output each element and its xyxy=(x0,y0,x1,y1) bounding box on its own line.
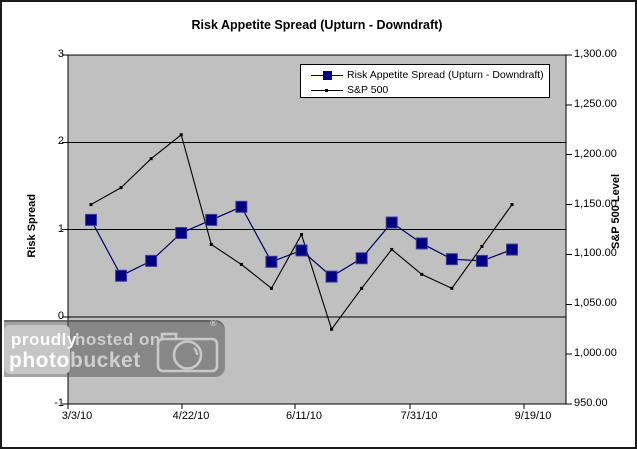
left-axis-tick-label: 2 xyxy=(57,135,64,148)
right-axis-tick-label: 1,300.00 xyxy=(574,48,617,60)
x-axis-tick-label: 9/19/10 xyxy=(514,410,552,422)
x-axis-tick-label: 6/11/10 xyxy=(286,410,322,422)
legend-item-risk-spread: Risk Appetite Spread (Upturn - Downdraft… xyxy=(311,67,549,82)
right-axis-tick-label: 1,100.00 xyxy=(574,247,617,260)
right-axis-tick-label: 1,000.00 xyxy=(574,347,617,360)
right-axis-tick-label: 1,050.00 xyxy=(574,297,617,310)
registered-trademark-icon: ® xyxy=(210,318,217,328)
right-axis-tick-label: 950.00 xyxy=(574,397,608,409)
camera-icon xyxy=(156,332,219,373)
x-axis-tick-label: 3/3/10 xyxy=(61,410,93,422)
x-axis-tick-label: 7/31/10 xyxy=(400,410,438,422)
watermark-word-photo: photo xyxy=(9,349,70,372)
watermark-word-hosted-on: hosted on xyxy=(75,330,161,349)
watermark-word-proudly: proudly xyxy=(11,330,77,349)
right-axis-tick-label: 1,250.00 xyxy=(574,97,617,110)
legend-label: Risk Appetite Spread (Upturn - Downdraft… xyxy=(347,68,544,81)
right-axis-tick-label: 1,200.00 xyxy=(574,147,617,160)
legend: Risk Appetite Spread (Upturn - Downdraft… xyxy=(300,64,550,98)
legend-item-sp500: S&P 500 xyxy=(311,82,549,97)
navy-square-line-marker-icon xyxy=(311,69,343,81)
legend-label: S&P 500 xyxy=(347,83,389,96)
x-axis-tick-label: 4/22/10 xyxy=(172,410,210,422)
left-axis-tick-label: 3 xyxy=(57,48,64,60)
chart-title: Risk Appetite Spread (Upturn - Downdraft… xyxy=(191,18,443,32)
right-axis-tick-label: 1,150.00 xyxy=(574,197,617,210)
left-axis-tick-label: 0 xyxy=(57,309,64,322)
left-axis-tick-label: -1 xyxy=(54,397,64,409)
left-axis-tick-label: 1 xyxy=(57,222,64,235)
thin-line-marker-icon xyxy=(311,84,343,96)
watermark-highlight-box xyxy=(4,325,70,374)
photobucket-watermark: proudly hosted on photo bucket ® xyxy=(4,318,225,377)
right-axis-title: S&P 500 Level xyxy=(610,174,622,250)
left-axis-title: Risk Spread xyxy=(26,194,38,258)
watermark-word-bucket: bucket xyxy=(70,349,141,372)
